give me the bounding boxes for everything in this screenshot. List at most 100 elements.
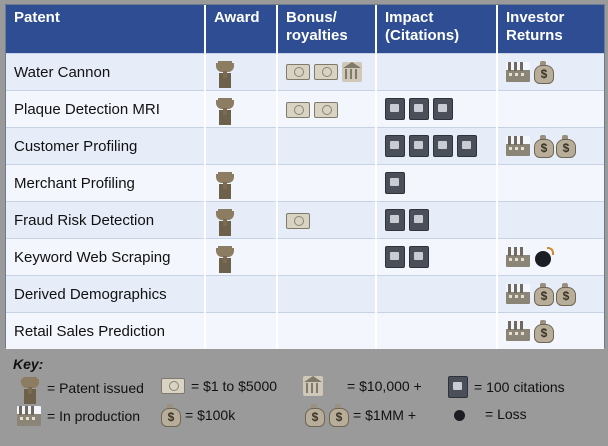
table-row: Keyword Web Scraping [6,238,604,276]
bonus-cell [276,238,376,276]
key-dollar-10000: = $10,000 + [303,376,422,396]
legend-key: Key: = Patent issued = $1 to $5000 = $10… [13,356,603,442]
patent-name: Water Cannon [6,53,205,91]
table-row: Water Cannon [6,53,604,91]
bank-icon [342,62,362,82]
factory-icon [506,284,530,304]
factory-icon [506,62,530,82]
patent-name: Keyword Web Scraping [6,238,205,276]
book-icon [409,246,429,268]
patent-name: Retail Sales Prediction [6,312,205,349]
money-bag-icon [556,135,576,158]
book-icon [385,209,405,231]
table-row: Retail Sales Prediction [6,312,604,349]
award-cell [204,201,277,239]
patent-name: Derived Demographics [6,275,205,313]
bonus-cell [276,312,376,349]
header-returns: Investor Returns [496,5,604,54]
returns-cell [496,312,604,349]
book-icon [409,135,429,157]
book-icon [433,98,453,120]
money-bag-icon [305,404,325,427]
bill-icon [161,378,185,394]
money-bag-icon [534,61,554,84]
key-patent-issued: = Patent issued [19,376,144,400]
table-row: Plaque Detection MRI [6,90,604,128]
book-icon [409,209,429,231]
key-dollar-100k: = $100k [161,404,236,427]
bonus-cell [276,53,376,91]
trophy-icon [214,171,236,195]
patent-table-frame: Patent Award Bonus/ royalties Impact (Ci… [5,4,605,349]
key-loss: = Loss [453,406,527,422]
bill-icon [314,64,338,80]
book-icon [433,135,453,157]
patent-name: Customer Profiling [6,127,205,165]
bomb-icon [534,247,554,267]
trophy-icon [19,376,41,400]
bomb-icon [453,407,467,421]
bonus-cell [276,164,376,202]
header-award: Award [204,5,277,54]
impact-cell [375,201,497,239]
book-icon [448,376,468,398]
award-cell [204,53,277,91]
book-icon [385,98,405,120]
money-bag-icon [534,320,554,343]
money-bag-icon [329,404,349,427]
impact-cell [375,238,497,276]
money-bag-icon [534,283,554,306]
impact-cell [375,275,497,313]
book-icon [385,172,405,194]
award-cell [204,127,277,165]
key-dollar-1mm-label: = $1MM + [353,407,417,423]
header-row: Patent Award Bonus/ royalties Impact (Ci… [6,5,604,54]
factory-icon [506,247,530,267]
returns-cell [496,201,604,239]
header-patent: Patent [6,5,205,54]
patent-name: Plaque Detection MRI [6,90,205,128]
returns-cell [496,127,604,165]
trophy-icon [214,208,236,232]
award-cell [204,90,277,128]
header-bonus: Bonus/ royalties [276,5,376,54]
key-dollar-10000-label: = $10,000 + [347,378,422,394]
returns-cell [496,238,604,276]
factory-icon [506,136,530,156]
bonus-cell [276,90,376,128]
money-bag-icon [534,135,554,158]
trophy-icon [214,245,236,269]
money-bag-icon [161,404,181,427]
returns-cell [496,90,604,128]
returns-cell [496,275,604,313]
trophy-icon [214,97,236,121]
key-citations: = 100 citations [448,376,565,398]
table-row: Fraud Risk Detection [6,201,604,239]
patent-name: Fraud Risk Detection [6,201,205,239]
header-impact: Impact (Citations) [375,5,497,54]
returns-cell [496,53,604,91]
bonus-cell [276,127,376,165]
book-icon [385,246,405,268]
returns-cell [496,164,604,202]
impact-cell [375,53,497,91]
patent-name: Merchant Profiling [6,164,205,202]
table-row: Derived Demographics [6,275,604,313]
key-loss-label: = Loss [485,406,527,422]
table-row: Merchant Profiling [6,164,604,202]
award-cell [204,164,277,202]
book-icon [385,135,405,157]
trophy-icon [214,60,236,84]
key-dollar-1mm: = $1MM + [305,404,417,427]
impact-cell [375,164,497,202]
award-cell [204,275,277,313]
key-dollar-1-5000-label: = $1 to $5000 [191,378,278,394]
award-cell [204,238,277,276]
key-dollar-100k-label: = $100k [185,407,236,423]
bank-icon [303,376,323,396]
key-in-production: = In production [17,406,140,426]
key-citations-label: = 100 citations [474,379,565,395]
factory-icon [17,406,41,426]
bill-icon [286,212,310,229]
impact-cell [375,312,497,349]
